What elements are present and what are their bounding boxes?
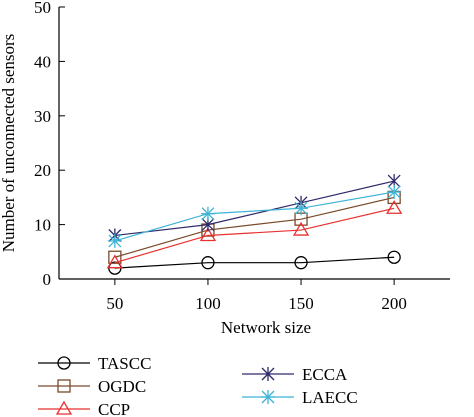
legend-marker-ogdc xyxy=(57,379,71,393)
y-axis-ticks: 0 10 20 30 40 50 xyxy=(34,0,65,289)
data-point-laecc xyxy=(387,184,402,199)
legend-marker-laecc xyxy=(261,390,275,404)
legend-marker-tascc xyxy=(57,356,71,370)
data-point-ccp xyxy=(199,227,217,242)
legend-label: ECCA xyxy=(302,365,348,384)
y-tick-label: 30 xyxy=(34,107,51,126)
series-ccp xyxy=(106,199,403,269)
y-axis-label: Number of unconnected sensors xyxy=(0,34,18,253)
series-line-ccp xyxy=(114,207,395,264)
y-tick-label: 50 xyxy=(34,0,51,17)
x-tick-label: 100 xyxy=(195,294,221,313)
legend-item-ogdc: OGDC xyxy=(38,377,146,396)
series-line-tascc xyxy=(114,256,395,269)
x-axis-ticks: 50 100 150 200 xyxy=(106,279,407,313)
data-point-ogdc xyxy=(108,250,122,264)
series-group xyxy=(106,174,403,275)
x-tick-label: 200 xyxy=(381,294,407,313)
y-tick-label: 40 xyxy=(34,52,51,71)
series-ogdc xyxy=(108,190,401,264)
data-point-ccp xyxy=(386,199,403,214)
legend-item-laecc: LAECC xyxy=(242,388,358,407)
data-point-laecc xyxy=(107,233,122,248)
legend-marker-ecca xyxy=(261,367,275,381)
series-laecc xyxy=(107,184,402,248)
series-tascc xyxy=(108,250,401,275)
y-tick-label: 0 xyxy=(43,270,52,289)
legend-label: TASCC xyxy=(98,354,151,373)
data-point-ccp xyxy=(292,221,310,236)
data-point-tascc xyxy=(294,256,308,270)
legend: TASCC OGDC CCP ECCA LAECC xyxy=(38,354,358,417)
data-point-tascc xyxy=(387,250,401,264)
legend-item-tascc: TASCC xyxy=(38,354,151,373)
data-point-ccp xyxy=(106,254,123,269)
legend-label: LAECC xyxy=(302,388,358,407)
x-axis-label: Network size xyxy=(221,318,311,337)
axes xyxy=(58,7,450,280)
series-line-ogdc xyxy=(114,196,395,258)
y-tick-label: 10 xyxy=(34,216,51,235)
legend-item-ccp: CCP xyxy=(38,400,130,417)
series-line-ecca xyxy=(114,180,395,237)
x-tick-label: 50 xyxy=(106,294,123,313)
data-point-tascc xyxy=(201,256,215,270)
series-line-laecc xyxy=(114,191,395,242)
legend-label: OGDC xyxy=(98,377,146,396)
legend-item-ecca: ECCA xyxy=(242,365,348,384)
legend-marker-ccp xyxy=(55,400,73,415)
legend-label: CCP xyxy=(98,400,130,417)
x-tick-label: 150 xyxy=(288,294,314,313)
y-tick-label: 20 xyxy=(34,161,51,180)
data-point-laecc xyxy=(200,206,215,221)
data-point-laecc xyxy=(294,201,309,216)
